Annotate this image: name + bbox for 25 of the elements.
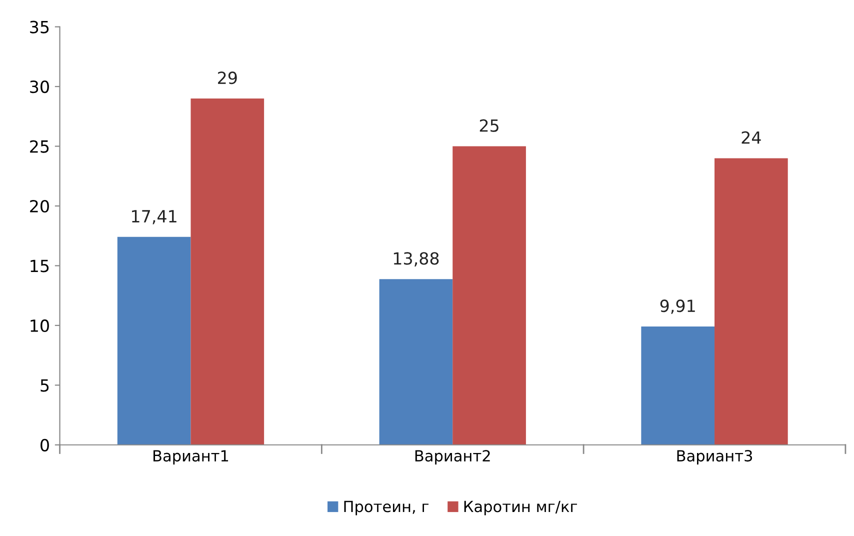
y-tick-label: 10 (30, 319, 49, 332)
bar (452, 146, 526, 445)
y-tick-label: 30 (30, 80, 49, 94)
y-tick-label: 5 (40, 379, 49, 392)
data-label: 24 (742, 131, 761, 144)
y-tick-label: 25 (30, 140, 49, 153)
data-label: 25 (480, 119, 498, 132)
bar (714, 158, 788, 445)
bar (190, 98, 264, 445)
legend-label: Протеин, г (344, 500, 429, 516)
data-label: 9,91 (660, 300, 695, 314)
x-tick-label: Вариант3 (677, 450, 752, 465)
bar (117, 236, 191, 445)
y-tick-label: 20 (30, 200, 49, 213)
data-label: 13,88 (394, 252, 439, 266)
bar (379, 279, 453, 445)
x-tick-label: Вариант2 (415, 450, 490, 465)
data-label: 29 (218, 72, 237, 84)
data-label: 17,41 (132, 210, 176, 224)
bar (641, 326, 715, 445)
x-tick-label: Вариант1 (154, 450, 228, 465)
y-tick-label: 35 (30, 20, 49, 34)
y-tick-label: 0 (40, 438, 49, 452)
y-tick-label: 15 (30, 260, 49, 272)
legend-label: Каротин мг/кг (464, 500, 578, 516)
